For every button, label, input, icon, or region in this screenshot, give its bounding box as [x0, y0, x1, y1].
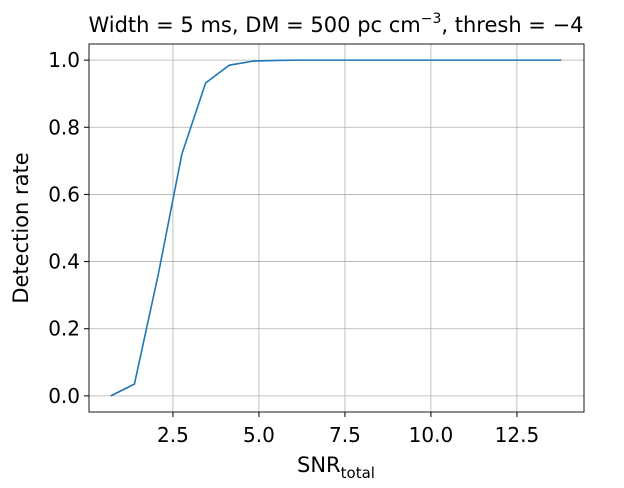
x-tick-label: 12.5	[495, 423, 540, 447]
x-tick-label: 7.5	[329, 423, 361, 447]
y-tick-label: 0.0	[48, 384, 80, 408]
y-tick-label: 0.2	[48, 317, 80, 341]
chart-title: Width = 5 ms, DM = 500 pc cm−3, thresh =…	[88, 11, 583, 37]
data-line	[110, 59, 562, 397]
plot-frame	[88, 43, 585, 413]
x-tick-label: 2.5	[157, 423, 189, 447]
y-tick-label: 0.6	[48, 182, 80, 206]
x-tick-label: 10.0	[409, 423, 454, 447]
y-tick-label: 0.8	[48, 115, 80, 139]
y-tick-label: 1.0	[48, 48, 80, 72]
y-axis-label: Detection rate	[9, 152, 33, 303]
x-tick-label: 5.0	[243, 423, 275, 447]
x-axis-label: SNRtotal	[297, 453, 375, 482]
y-tick-label: 0.4	[48, 250, 80, 274]
